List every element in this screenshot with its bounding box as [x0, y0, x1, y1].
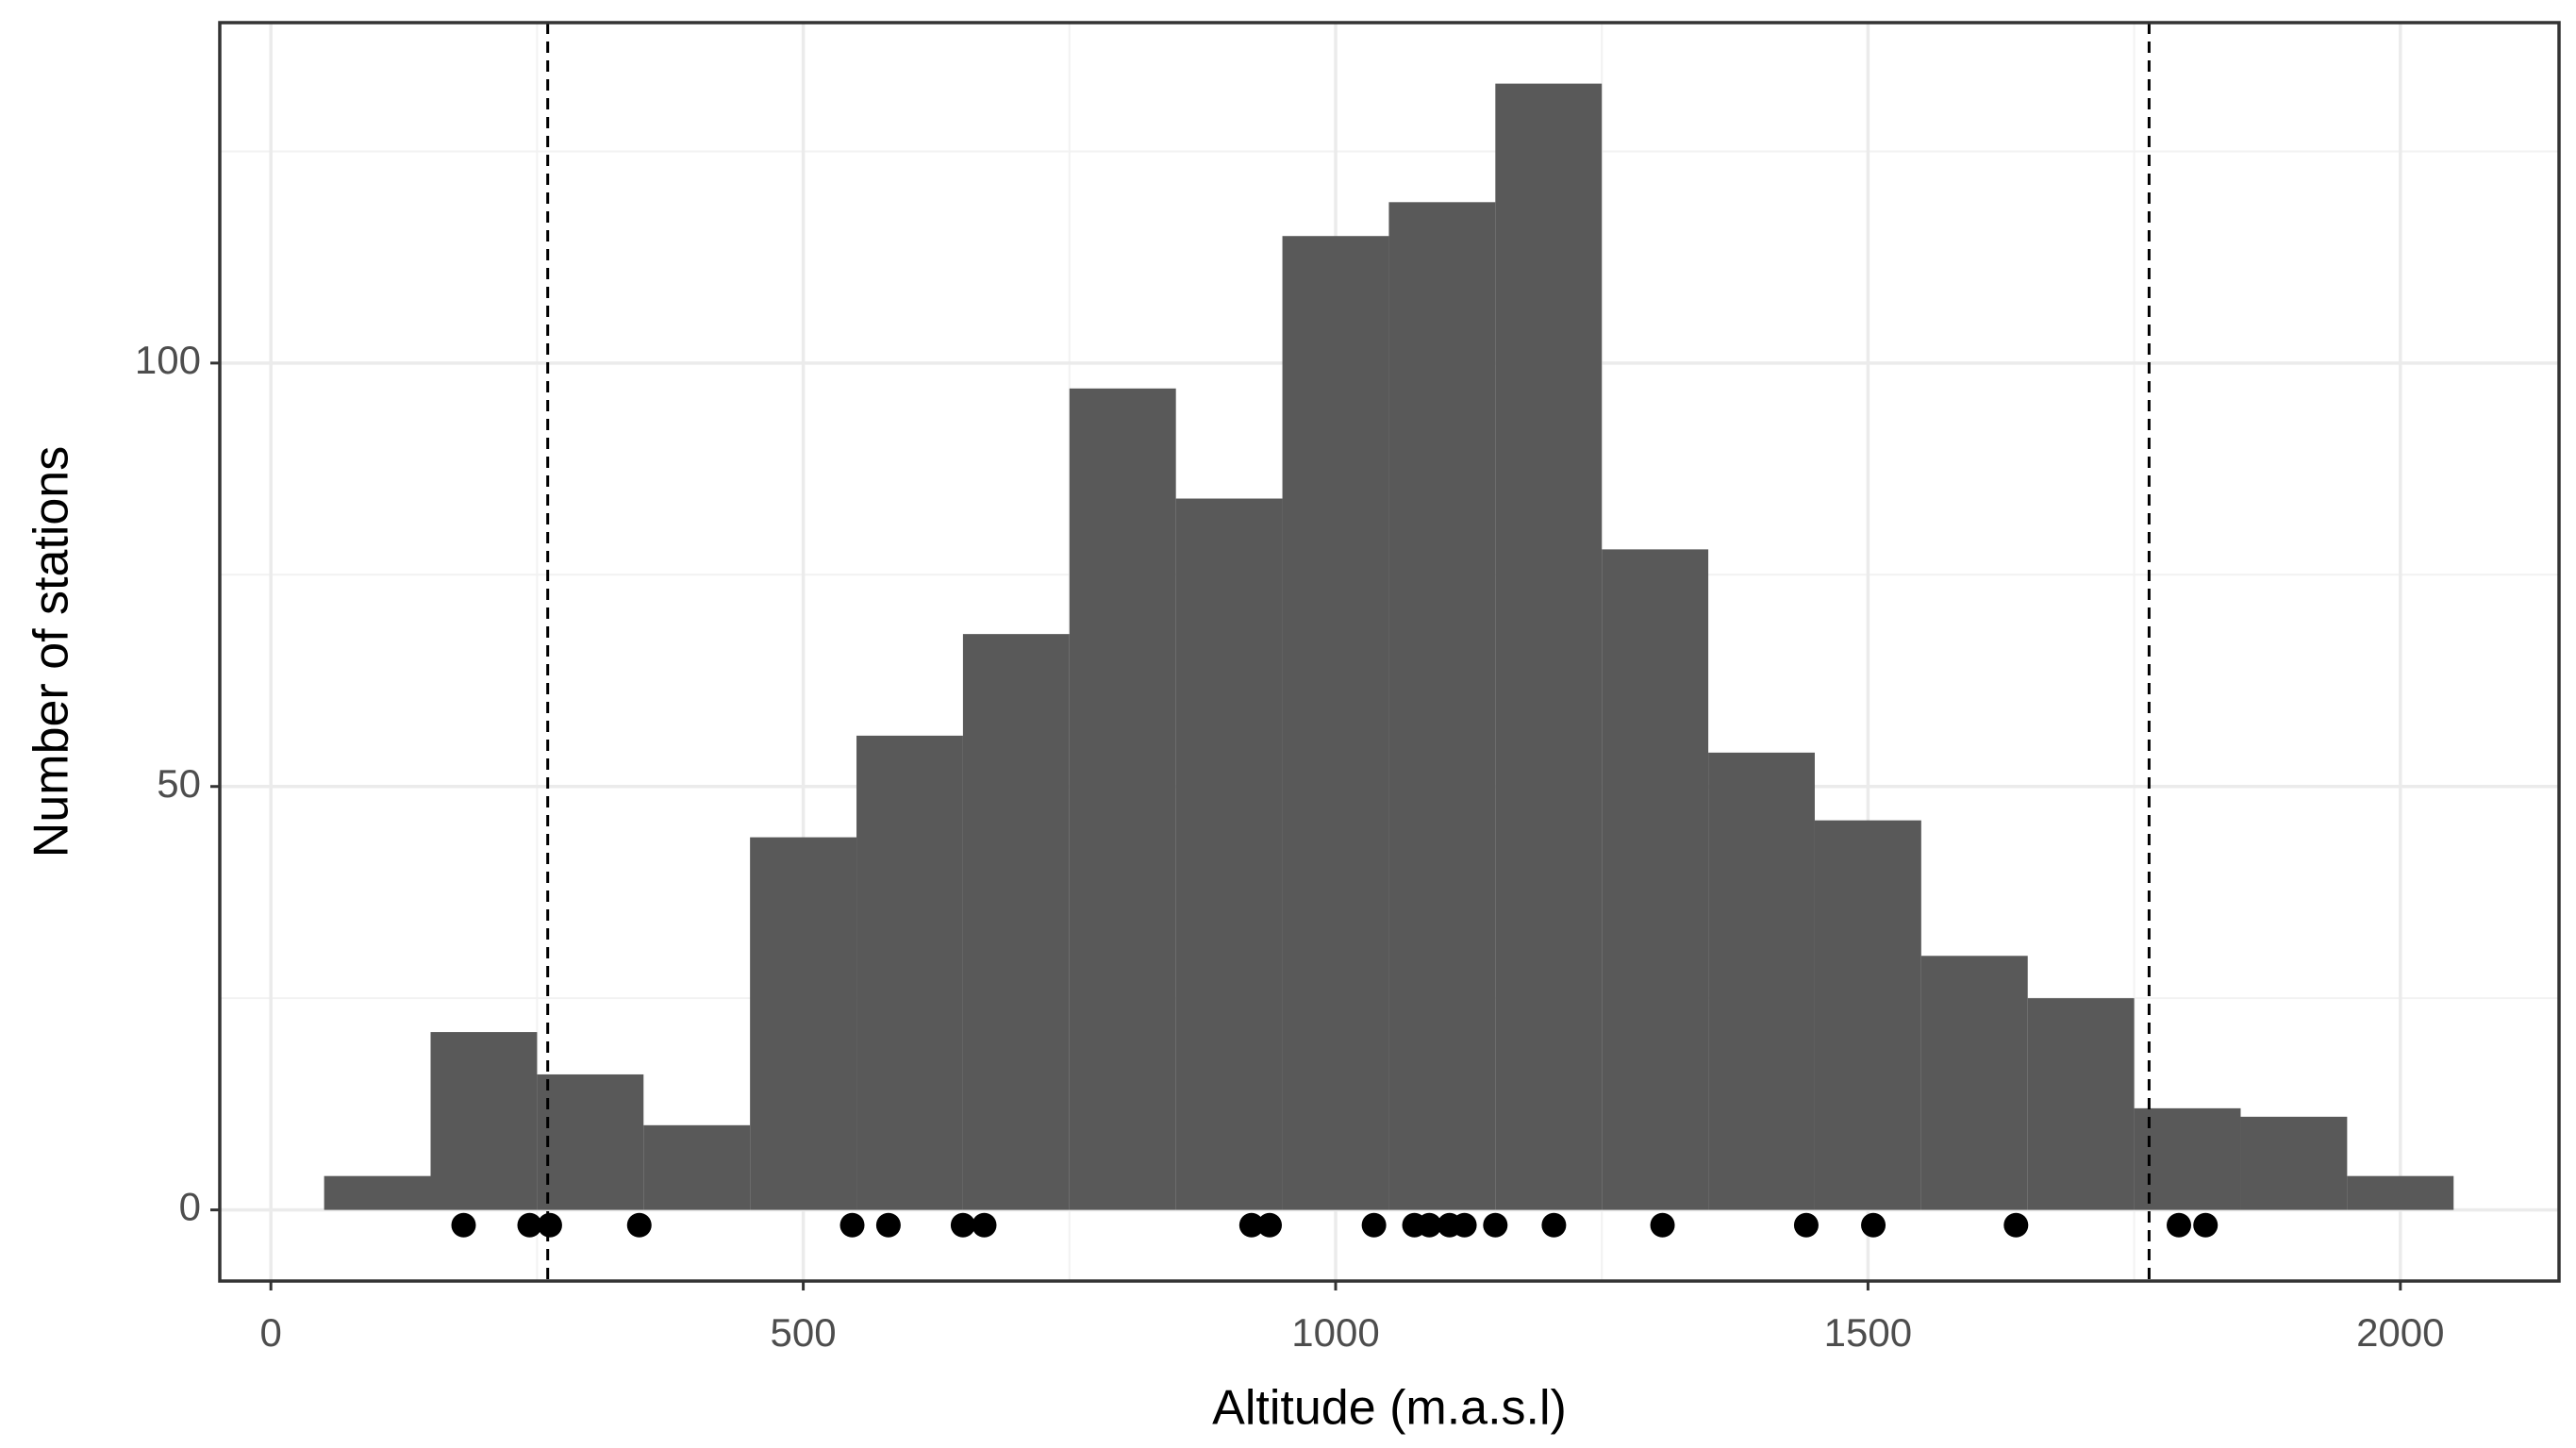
point	[1483, 1212, 1508, 1238]
bar	[324, 1175, 431, 1210]
x-tick-label: 2000	[2356, 1310, 2444, 1355]
bar	[1282, 236, 1389, 1210]
point	[839, 1212, 865, 1238]
point	[972, 1212, 997, 1238]
point	[537, 1212, 562, 1238]
point	[1793, 1212, 1819, 1238]
bar	[1602, 549, 1709, 1210]
bar	[2134, 1107, 2241, 1210]
point	[1257, 1212, 1283, 1238]
y-axis-title: Number of stations	[25, 446, 79, 857]
x-tick-label: 500	[771, 1310, 837, 1355]
y-tick-label: 0	[179, 1185, 201, 1229]
bar	[1495, 83, 1603, 1210]
point	[875, 1212, 901, 1238]
x-tick-label: 1500	[1824, 1310, 1912, 1355]
point	[1238, 1212, 1264, 1238]
point	[1417, 1212, 1442, 1238]
bar	[856, 735, 963, 1210]
point	[517, 1212, 542, 1238]
bar	[1069, 388, 1176, 1210]
bar	[1814, 820, 1921, 1210]
point	[2167, 1212, 2192, 1238]
bar	[750, 837, 857, 1210]
bar	[2347, 1175, 2454, 1210]
point	[1650, 1212, 1675, 1238]
point	[2193, 1212, 2219, 1238]
bar	[1388, 202, 1496, 1210]
panel-border	[218, 21, 2561, 1283]
x-tick-label: 1000	[1291, 1310, 1379, 1355]
x-tick-label: 0	[260, 1310, 282, 1355]
bar	[643, 1124, 751, 1210]
point	[626, 1212, 652, 1238]
bar	[1175, 498, 1283, 1210]
point	[451, 1212, 476, 1238]
bar	[962, 634, 1070, 1210]
y-tick-label: 100	[135, 338, 201, 382]
bar	[537, 1074, 644, 1210]
bar	[1920, 956, 2028, 1210]
point	[1541, 1212, 1567, 1238]
y-tick-label: 50	[157, 761, 201, 806]
point	[1452, 1212, 1477, 1238]
bar	[2240, 1116, 2348, 1210]
bar	[2027, 998, 2135, 1210]
bar	[1708, 752, 1815, 1210]
x-axis-title: Altitude (m.a.s.l)	[1212, 1381, 1567, 1436]
point	[1361, 1212, 1387, 1238]
point	[1861, 1212, 1886, 1238]
point	[950, 1212, 975, 1238]
point	[2003, 1212, 2029, 1238]
bar	[430, 1032, 538, 1210]
